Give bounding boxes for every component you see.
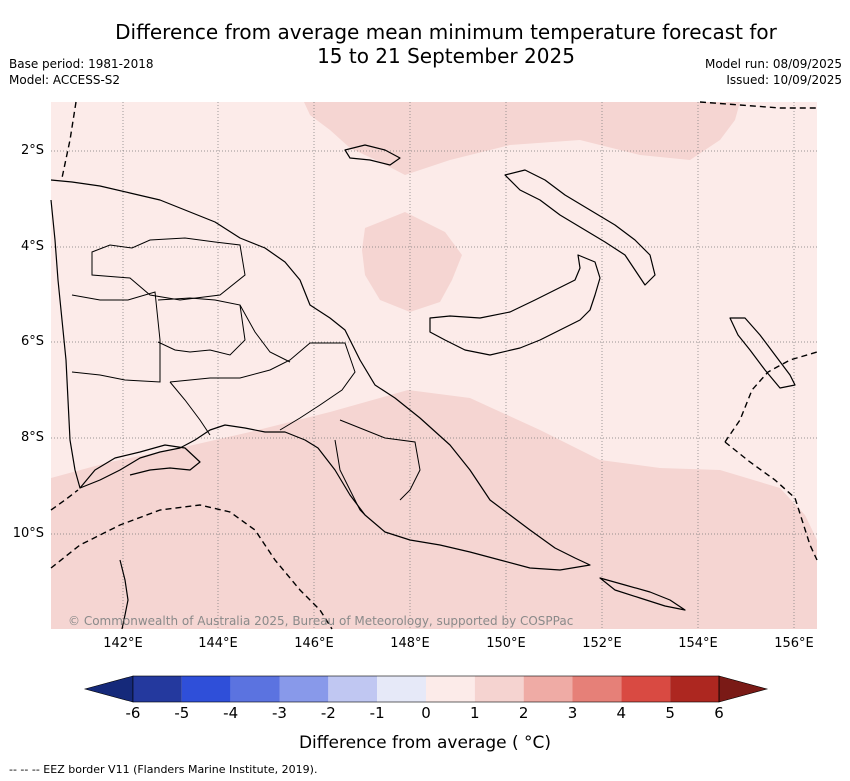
internal-borders [71,237,421,516]
eez-footer-note: -- -- -- EEZ border V11 (Flanders Marine… [9,763,318,776]
colorbar-tick-label: -5 [174,704,190,722]
model-name: Model: ACCESS-S2 [9,73,121,87]
colorbar-swatch [377,676,426,702]
colorbar-over-arrow [718,675,769,703]
new-ireland [504,169,656,286]
colorbar-tick-label: 2 [518,704,529,722]
y-tick-label: 10°S [12,526,44,541]
colorbar-tick-label: -3 [272,704,287,722]
x-tick-label: 148°E [390,636,430,651]
x-tick-label: 144°E [198,636,238,651]
colorbar-swatch [279,676,329,702]
issued-date: Issued: 10/09/2025 [726,73,842,87]
eez-west [61,101,77,179]
manus-island [344,144,401,166]
y-tick-label: 2°S [20,143,44,158]
colorbar-tick-label: 1 [470,704,480,722]
title-line-2: 15 to 21 September 2025 [317,44,575,68]
colorbar-label: Difference from average ( °C) [298,733,552,753]
warm-region-south [51,390,817,629]
x-tick-label: 154°E [678,636,718,651]
eez-south [50,504,333,630]
colorbar-swatch [133,676,182,702]
colorbar-frame [132,675,720,703]
colorbar-swatch [474,676,524,702]
colorbar-tick-label: -6 [125,704,141,722]
y-tick-label: 4°S [20,239,44,254]
cape-york [119,559,129,630]
eez-northeast [699,101,817,109]
x-tick-label: 146°E [294,636,334,651]
new-britain [429,254,601,356]
warm-region-central [362,212,462,312]
colorbar-tick-label: 5 [665,704,675,722]
colorbar-tick-label: -1 [369,704,385,722]
colorbar-tick-label: 3 [567,704,578,722]
x-tick-label: 150°E [486,636,526,651]
colorbar-tick-label: -4 [223,704,239,722]
bougainville [729,317,796,389]
colorbar-swatch [230,676,280,702]
colorbar-tick-label: 0 [421,704,431,722]
meta-left: Base period: 1981-2018 Model: ACCESS-S2 [9,56,154,88]
model-run: Model run: 08/09/2025 [704,57,842,71]
colorbar-swatch [670,676,719,702]
colorbar [83,675,769,703]
base-period: Base period: 1981-2018 [9,57,154,71]
colorbar-swatch [181,676,231,702]
eez-east [724,351,818,443]
colorbar-swatch [328,676,378,702]
eez-borders [50,101,818,630]
eez-southeast [724,441,818,561]
colorbar-tick-label: 6 [714,704,724,722]
colorbar-swatch [523,676,573,702]
colorbar-tick-label: -2 [320,704,336,722]
colorbar-under-arrow [83,675,134,703]
meta-right: Model run: 08/09/2025 Issued: 10/09/2025 [705,56,842,88]
x-tick-label: 152°E [582,636,622,651]
colorbar-swatch [572,676,622,702]
copyright-credit: © Commonwealth of Australia 2025, Bureau… [68,614,574,628]
y-tick-label: 8°S [20,430,44,445]
y-tick-label: 6°S [20,334,44,349]
south-coast-inlets [79,444,201,489]
new-guinea-coast [50,179,591,571]
eez-southwest [50,489,79,511]
title-line-1: Difference from average mean minimum tem… [115,20,777,44]
chart-title: Difference from average mean minimum tem… [60,20,832,68]
colorbar-tick-label: 4 [616,704,627,722]
louisiade-islands [599,577,686,611]
gridlines [51,102,817,629]
colorbar-swatch [621,676,671,702]
x-tick-label: 142°E [103,636,143,651]
colorbar-swatch [426,676,475,702]
x-tick-label: 156°E [774,636,814,651]
coastlines [50,144,796,630]
warm-region-north [304,102,740,175]
